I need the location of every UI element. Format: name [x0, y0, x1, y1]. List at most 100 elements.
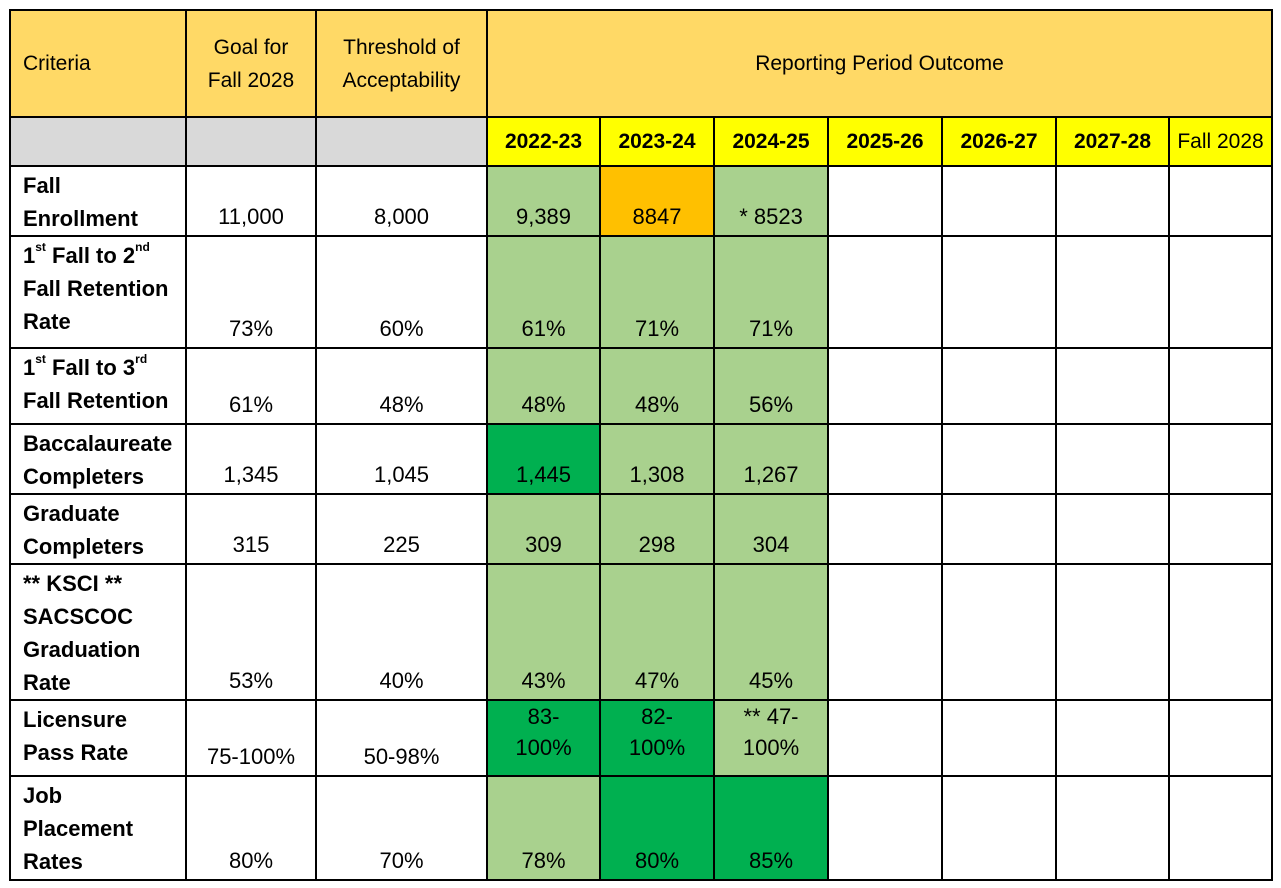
- empty-outcome-cell: [941, 699, 1057, 777]
- goal-cell: 53%: [185, 563, 317, 701]
- threshold-header-line2: Acceptability: [342, 68, 461, 92]
- criteria-line: Job: [23, 783, 63, 808]
- empty-outcome-cell: [941, 235, 1057, 349]
- empty-outcome-cell: [1055, 493, 1170, 565]
- criteria-line: Completers: [23, 464, 145, 489]
- outcome-cell: 71%: [599, 235, 715, 349]
- empty-outcome-cell: [1167, 165, 1274, 237]
- outcome-cell: 61%: [486, 235, 601, 349]
- outcome-cell: 1,308: [599, 423, 715, 495]
- outcome-cell: 80%: [599, 775, 715, 881]
- outcome-line: ** 47-: [743, 704, 799, 729]
- empty-outcome-cell: [1055, 775, 1170, 881]
- criteria-line: Rate: [23, 670, 71, 695]
- year-header: 2027-28: [1055, 116, 1170, 167]
- empty-outcome-cell: [1055, 235, 1170, 349]
- criteria-line: Rate: [23, 309, 71, 334]
- empty-outcome-cell: [1167, 493, 1274, 565]
- criteria-cell: Graduate Completers: [9, 493, 187, 565]
- criteria-line: Graduate: [23, 501, 120, 526]
- empty-outcome-cell: [1055, 165, 1170, 237]
- ordinal-suffix: st: [35, 239, 46, 254]
- criteria-line: Fall Retention: [23, 276, 169, 301]
- blank-header-cell: [185, 116, 317, 167]
- table-row: Licensure Pass Rate 75-100% 50-98% 83- 100% 82…: [9, 699, 1274, 777]
- table-row: Fall Enrollment 11,000 8,000 9,389 8847 * 8523: [9, 165, 1274, 237]
- outcome-line: 83-: [527, 704, 560, 729]
- outcome-cell: 47%: [599, 563, 715, 701]
- year-header: Fall 2028: [1167, 116, 1274, 167]
- criteria-cell: ** KSCI ** SACSCOC Graduation Rate: [9, 563, 187, 701]
- goal-cell: 1,345: [185, 423, 317, 495]
- criteria-cell: Baccalaureate Completers: [9, 423, 187, 495]
- table-row: Baccalaureate Completers 1,345 1,045 1,445 1,…: [9, 423, 1274, 495]
- empty-outcome-cell: [827, 235, 943, 349]
- goal-cell: 61%: [185, 347, 317, 425]
- goal-cell: 11,000: [185, 165, 317, 237]
- goal-cell: 75-100%: [185, 699, 317, 777]
- criteria-text: 1: [23, 355, 36, 380]
- outcome-cell: 1,267: [713, 423, 829, 495]
- empty-outcome-cell: [1055, 347, 1170, 425]
- empty-outcome-cell: [827, 165, 943, 237]
- criteria-text: 1: [23, 243, 36, 268]
- criteria-line: Fall: [23, 173, 61, 198]
- empty-outcome-cell: [1055, 423, 1170, 495]
- year-header: 2024-25: [713, 116, 829, 167]
- empty-outcome-cell: [827, 423, 943, 495]
- header-row: Criteria Goal for Fall 2028 Threshold of…: [9, 9, 1274, 118]
- outcome-cell: 82- 100%: [599, 699, 715, 777]
- outcomes-table: Criteria Goal for Fall 2028 Threshold of…: [9, 9, 1274, 881]
- empty-outcome-cell: [827, 699, 943, 777]
- threshold-cell: 70%: [315, 775, 488, 881]
- outcome-cell: 304: [713, 493, 829, 565]
- year-header: 2023-24: [599, 116, 715, 167]
- outcome-header: Reporting Period Outcome: [485, 9, 1274, 118]
- empty-outcome-cell: [1167, 235, 1274, 349]
- criteria-line: Completers: [23, 534, 145, 559]
- table-row: Job Placement Rates 80% 70% 78% 80% 85%: [9, 775, 1274, 881]
- empty-outcome-cell: [1167, 775, 1274, 881]
- empty-outcome-cell: [941, 775, 1057, 881]
- table-row: 1st Fall to 3rd Fall Retention 61% 48% 48% 48…: [9, 347, 1274, 425]
- criteria-line: ** KSCI **: [23, 571, 123, 596]
- criteria-text: Fall to 2: [45, 243, 136, 268]
- empty-outcome-cell: [941, 563, 1057, 701]
- empty-outcome-cell: [827, 347, 943, 425]
- outcome-cell: 9,389: [486, 165, 601, 237]
- criteria-line: Fall Retention: [23, 388, 169, 413]
- threshold-header: Threshold of Acceptability: [315, 9, 488, 118]
- criteria-text: Fall to 3: [45, 355, 136, 380]
- blank-header-cell: [315, 116, 488, 167]
- threshold-cell: 40%: [315, 563, 488, 701]
- outcome-cell: 1,445: [486, 423, 601, 495]
- outcome-cell: ** 47- 100%: [713, 699, 829, 777]
- outcome-cell: 83- 100%: [486, 699, 601, 777]
- goal-header: Goal for Fall 2028: [185, 9, 317, 118]
- empty-outcome-cell: [1055, 563, 1170, 701]
- threshold-cell: 50-98%: [315, 699, 488, 777]
- empty-outcome-cell: [941, 493, 1057, 565]
- threshold-header-line1: Threshold of: [343, 35, 460, 59]
- blank-header-cell: [9, 116, 187, 167]
- goal-cell: 80%: [185, 775, 317, 881]
- outcome-cell: 45%: [713, 563, 829, 701]
- outcome-cell: 56%: [713, 347, 829, 425]
- criteria-line: Rates: [23, 849, 83, 874]
- criteria-line: SACSCOC: [23, 604, 134, 629]
- empty-outcome-cell: [1167, 699, 1274, 777]
- outcome-cell: 48%: [486, 347, 601, 425]
- ordinal-suffix: rd: [135, 351, 148, 366]
- goal-cell: 73%: [185, 235, 317, 349]
- threshold-cell: 48%: [315, 347, 488, 425]
- criteria-line: 1st Fall to 2nd: [23, 239, 184, 272]
- empty-outcome-cell: [827, 493, 943, 565]
- criteria-line: Enrollment: [23, 206, 138, 231]
- empty-outcome-cell: [827, 775, 943, 881]
- outcome-cell: 71%: [713, 235, 829, 349]
- goal-cell: 315: [185, 493, 317, 565]
- criteria-line: Baccalaureate: [23, 431, 173, 456]
- criteria-line: Graduation: [23, 637, 141, 662]
- criteria-cell: 1st Fall to 3rd Fall Retention: [9, 347, 187, 425]
- outcome-line: 100%: [628, 735, 686, 760]
